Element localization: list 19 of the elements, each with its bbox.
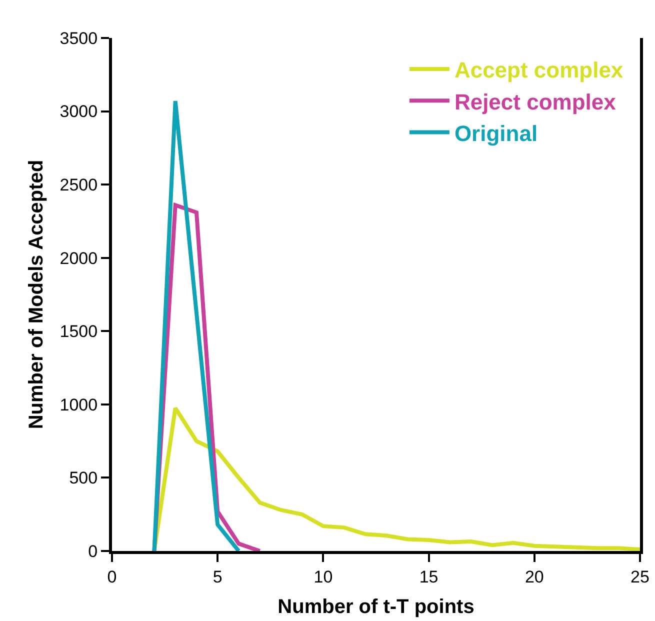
x-tick-label: 25 [630,567,650,586]
y-axis-title: Number of Models Accepted [25,160,48,430]
x-axis-title: Number of t-T points [278,596,474,618]
legend-label: Reject complex [454,89,617,114]
y-tick-label: 2500 [60,176,98,195]
y-tick-label: 3000 [60,102,98,122]
y-tick-label: 1000 [60,395,98,414]
y-tick-label: 500 [69,468,98,488]
x-tick-label: 15 [419,567,438,586]
x-tick-label: 5 [212,567,222,586]
y-tick-label: 3500 [60,28,98,48]
y-tick-label: 0 [88,542,98,561]
x-tick-label: 20 [524,567,544,586]
legend-label: Accept complex [454,58,624,83]
legend-label: Original [454,120,538,146]
y-tick-label: 1500 [60,322,98,342]
x-tick-label: 0 [107,567,117,586]
x-tick-label: 10 [314,567,333,586]
y-tick-label: 2000 [60,248,98,268]
